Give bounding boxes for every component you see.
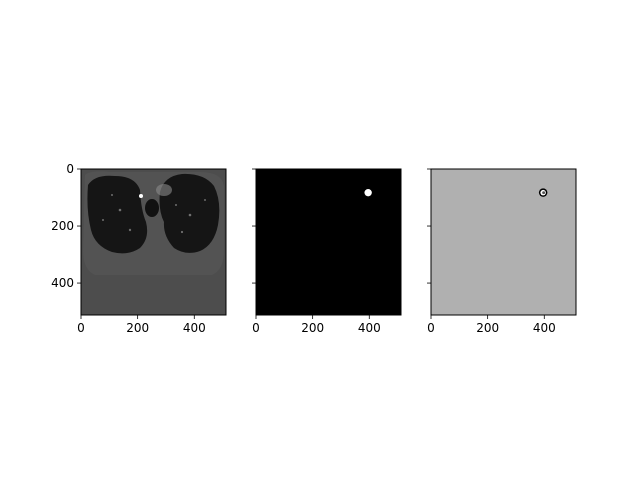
y-axis [427,168,431,284]
x-axis: 0 200 400 [252,315,381,335]
y-tick-label: 0 [66,162,74,176]
difference-ring-core [542,191,546,195]
x-tick-label: 0 [427,321,435,335]
x-tick-label: 0 [252,321,260,335]
panel-frame [255,168,402,316]
mask-image [256,169,401,315]
mask-blob [364,188,372,197]
x-tick-label: 200 [476,321,499,335]
ct-image [81,169,226,315]
x-tick-label: 0 [77,321,85,335]
x-tick-label: 200 [126,321,149,335]
x-tick-label: 400 [183,321,206,335]
x-tick-label: 400 [533,321,556,335]
difference-image [431,169,576,315]
x-tick-label: 200 [301,321,324,335]
y-tick-label: 400 [51,276,74,290]
panel-nodule-mask: 0 200 400 [252,168,402,335]
y-axis [252,168,256,284]
panel-frame [80,168,227,316]
x-axis: 0 200 400 [77,315,206,335]
x-tick-label: 400 [358,321,381,335]
y-axis: 0 200 400 [51,162,81,290]
panel-difference-map: 0 200 400 [427,168,577,335]
panel-frame [430,168,577,316]
y-tick-label: 200 [51,219,74,233]
x-axis: 0 200 400 [427,315,556,335]
panel-ct-slice: 0 200 400 0 200 400 [51,162,227,335]
